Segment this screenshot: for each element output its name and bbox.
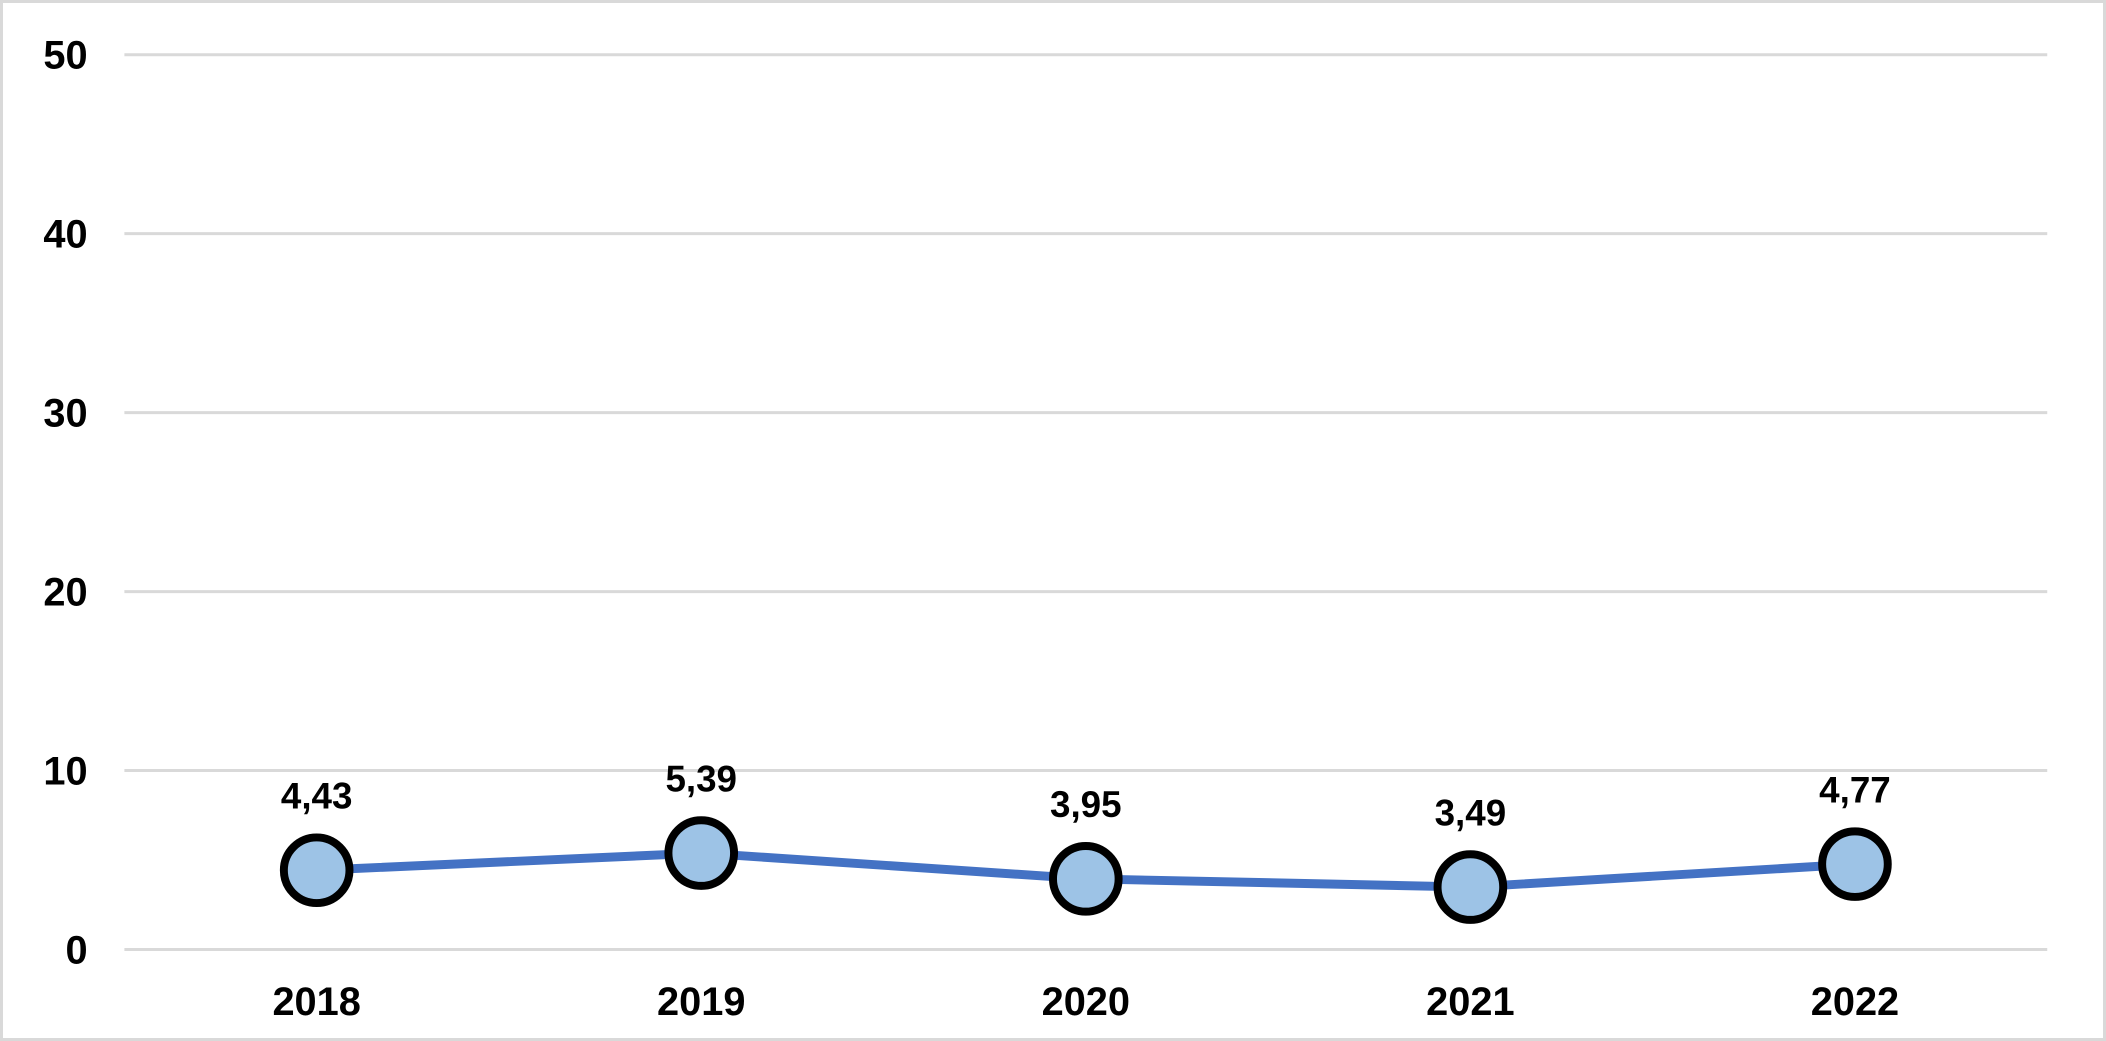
x-tick-label-2022: 2022 [1811, 980, 1899, 1024]
data-point-marker-2019 [664, 816, 739, 890]
data-point-marker-2021 [1433, 850, 1508, 924]
y-tick-label-10: 10 [43, 749, 87, 793]
data-label-2019: 5,39 [665, 758, 737, 799]
y-tick-label-50: 50 [43, 34, 87, 78]
chart-canvas: 0 10 20 30 40 50 2018 2019 2020 2021 2022 4,43 5,39 3… [43, 34, 2048, 1024]
y-tick-label-30: 30 [43, 392, 87, 436]
y-tick-label-0: 0 [65, 928, 87, 972]
data-point-marker-2018 [279, 833, 354, 908]
data-label-2020: 3,95 [1050, 784, 1122, 825]
data-label-2018: 4,43 [281, 776, 353, 817]
y-tick-label-40: 40 [43, 213, 87, 257]
data-point-marker-2022 [1818, 827, 1892, 901]
data-label-2022: 4,77 [1819, 770, 1891, 811]
x-tick-label-2021: 2021 [1426, 980, 1514, 1024]
data-label-2021: 3,49 [1435, 792, 1507, 833]
y-tick-label-20: 20 [43, 571, 87, 615]
x-tick-label-2018: 2018 [272, 980, 360, 1024]
data-point-marker-2020 [1049, 842, 1123, 916]
x-tick-label-2020: 2020 [1042, 980, 1130, 1024]
x-tick-label-2019: 2019 [657, 980, 745, 1024]
